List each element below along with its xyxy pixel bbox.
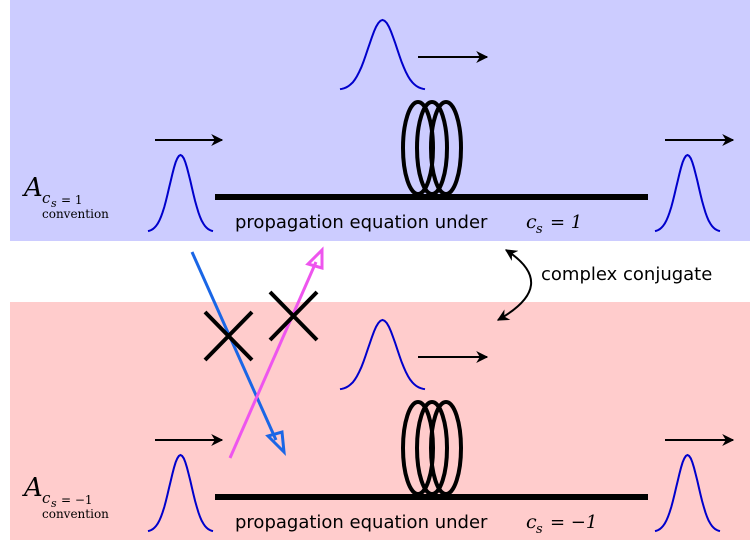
pulse <box>339 318 426 391</box>
bottom-panel <box>10 302 750 540</box>
amplitude-symbol: A <box>22 173 43 203</box>
subscript-value: = −1 <box>61 493 93 507</box>
cross-mark <box>268 290 319 342</box>
convention-note: convention <box>42 207 109 221</box>
fiber-coil <box>429 100 463 196</box>
fiber-coil <box>429 400 463 496</box>
amplitude-symbol: A <box>22 473 43 503</box>
fiber-coil <box>415 100 449 196</box>
pulse <box>147 453 214 533</box>
caption: propagation equation under <box>235 212 488 233</box>
cross-mark <box>203 310 254 362</box>
conjugate-label: complex conjugate <box>541 264 712 285</box>
conjugate-arrow <box>496 249 533 321</box>
eq-value: = −1 <box>550 512 597 533</box>
subscript-index: s <box>51 497 57 510</box>
eq-index: s <box>536 222 543 237</box>
eq-index: s <box>536 522 543 537</box>
caption: propagation equation under <box>235 512 488 533</box>
fiber-coil <box>415 400 449 496</box>
magenta-arrow <box>228 261 318 459</box>
subscript-var: c <box>42 189 51 207</box>
top-panel <box>10 0 750 241</box>
magenta-arrow-head <box>305 246 324 270</box>
pulse <box>654 453 721 533</box>
blue-arrow <box>190 251 278 441</box>
pulse <box>654 153 721 233</box>
pulse <box>339 18 426 91</box>
subscript-index: s <box>51 197 57 210</box>
eq-value: = 1 <box>550 212 582 233</box>
eq-var: c <box>526 511 537 533</box>
blue-arrow-head <box>265 430 286 457</box>
eq-var: c <box>526 211 537 233</box>
subscript-var: c <box>42 489 51 507</box>
pulse <box>147 153 214 233</box>
convention-note: convention <box>42 507 109 521</box>
subscript-value: = 1 <box>61 193 83 207</box>
